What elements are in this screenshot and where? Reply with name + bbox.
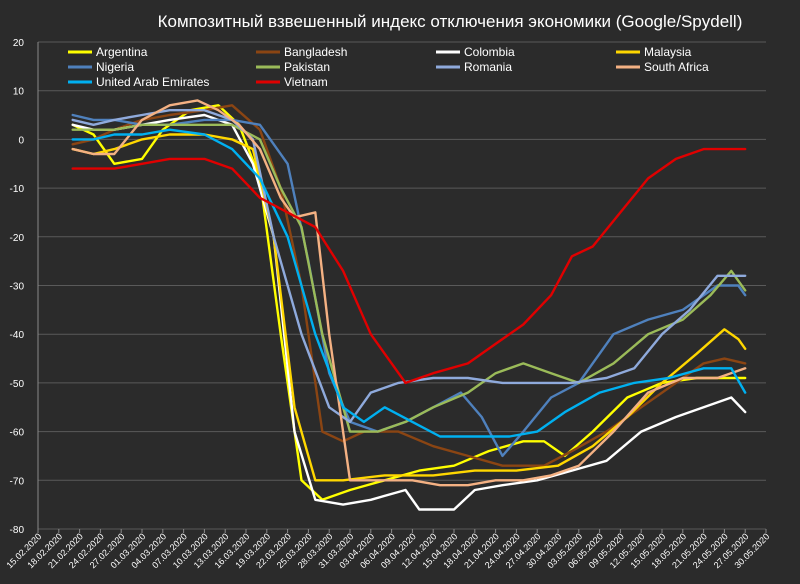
legend-item: Romania bbox=[436, 60, 512, 74]
legend-item: Pakistan bbox=[256, 60, 330, 74]
series-line-colombia bbox=[71, 113, 747, 511]
series-line-south-africa bbox=[71, 99, 747, 487]
y-tick-label: 10 bbox=[13, 87, 25, 98]
y-tick-label: -40 bbox=[10, 330, 25, 341]
y-tick-label: 0 bbox=[18, 135, 24, 146]
y-tick-label: -30 bbox=[10, 282, 25, 293]
chart-title: Композитный взвешенный индекс отключения… bbox=[158, 12, 743, 31]
legend-label: Vietnam bbox=[284, 75, 328, 89]
series-line-united-arab-emirates bbox=[71, 128, 747, 438]
legend-item: Vietnam bbox=[256, 75, 328, 89]
y-tick-label: -10 bbox=[10, 184, 25, 195]
y-tick-label: -80 bbox=[10, 525, 25, 536]
legend-label: United Arab Emirates bbox=[96, 75, 209, 89]
series-line-vietnam bbox=[71, 147, 747, 385]
legend-label: Bangladesh bbox=[284, 45, 347, 59]
legend: Argentina Bangladesh Colombia Malaysia Niger… bbox=[68, 45, 709, 89]
legend-item: Colombia bbox=[436, 45, 515, 59]
legend-item: United Arab Emirates bbox=[68, 75, 209, 89]
legend-item: Argentina bbox=[68, 45, 148, 59]
legend-label: Malaysia bbox=[644, 45, 692, 59]
legend-label: Colombia bbox=[464, 45, 515, 59]
series-line-pakistan bbox=[71, 123, 747, 433]
series-layer bbox=[71, 99, 747, 511]
legend-label: South Africa bbox=[644, 60, 709, 74]
legend-item: South Africa bbox=[616, 60, 709, 74]
y-axis: 20 10 0 -10 -20 -30 -40 -50 -60 -70 -80 bbox=[10, 38, 25, 536]
legend-label: Nigeria bbox=[96, 60, 134, 74]
series-line-argentina bbox=[71, 104, 747, 501]
y-tick-label: -20 bbox=[10, 233, 25, 244]
y-tick-label: -70 bbox=[10, 476, 25, 487]
legend-item: Bangladesh bbox=[256, 45, 347, 59]
y-tick-label: -50 bbox=[10, 379, 25, 390]
series-line-romania bbox=[71, 108, 747, 424]
legend-item: Malaysia bbox=[616, 45, 692, 59]
y-tick-label: -60 bbox=[10, 428, 25, 439]
legend-label: Romania bbox=[464, 60, 512, 74]
y-tick-label: 20 bbox=[13, 38, 25, 49]
legend-label: Pakistan bbox=[284, 60, 330, 74]
legend-item: Nigeria bbox=[68, 60, 134, 74]
legend-label: Argentina bbox=[96, 45, 148, 59]
